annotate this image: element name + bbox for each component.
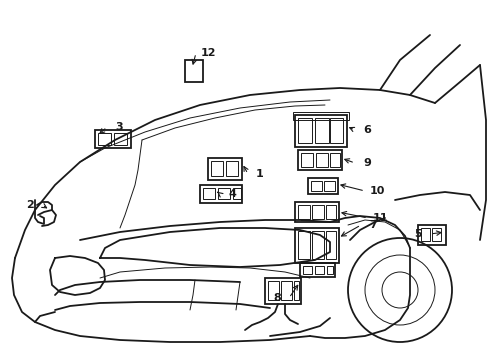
Bar bbox=[184, 60, 203, 82]
Text: 9: 9 bbox=[362, 158, 370, 168]
Bar bbox=[417, 225, 445, 245]
Bar bbox=[297, 150, 341, 170]
Bar bbox=[294, 202, 338, 222]
Bar bbox=[311, 231, 324, 259]
Bar bbox=[329, 153, 339, 167]
Bar bbox=[297, 118, 311, 143]
Bar bbox=[325, 231, 335, 259]
Bar bbox=[431, 228, 440, 241]
Bar bbox=[326, 266, 332, 274]
Bar bbox=[294, 228, 338, 263]
Text: 6: 6 bbox=[362, 125, 370, 135]
Bar bbox=[297, 231, 309, 259]
Bar bbox=[294, 115, 346, 147]
Bar bbox=[311, 205, 324, 219]
Bar bbox=[203, 188, 215, 199]
Text: 10: 10 bbox=[368, 186, 384, 196]
Bar bbox=[267, 281, 279, 300]
Bar bbox=[292, 112, 348, 120]
Bar bbox=[293, 281, 298, 300]
Text: 3: 3 bbox=[115, 122, 122, 132]
Text: 12: 12 bbox=[200, 48, 215, 58]
Bar bbox=[299, 263, 334, 277]
Bar bbox=[225, 161, 238, 176]
Bar bbox=[420, 228, 429, 241]
Text: 4: 4 bbox=[227, 189, 235, 199]
Bar bbox=[98, 133, 111, 145]
Bar bbox=[307, 178, 337, 194]
Bar bbox=[303, 266, 311, 274]
Text: 8: 8 bbox=[273, 293, 280, 303]
Bar bbox=[281, 281, 291, 300]
Bar bbox=[324, 181, 334, 191]
Bar bbox=[264, 278, 301, 304]
Bar bbox=[314, 266, 324, 274]
Bar bbox=[95, 130, 131, 148]
Bar bbox=[314, 118, 328, 143]
Bar bbox=[301, 153, 312, 167]
Text: 11: 11 bbox=[371, 213, 387, 223]
Bar bbox=[207, 158, 242, 180]
Bar bbox=[297, 205, 309, 219]
Bar bbox=[315, 153, 327, 167]
Bar bbox=[200, 185, 242, 203]
Text: 2: 2 bbox=[26, 200, 34, 210]
Text: 5: 5 bbox=[413, 229, 421, 239]
Bar bbox=[232, 188, 241, 199]
Bar bbox=[114, 133, 127, 145]
Text: 7: 7 bbox=[368, 220, 376, 230]
Bar bbox=[329, 118, 342, 143]
Bar bbox=[218, 188, 229, 199]
Bar bbox=[325, 205, 335, 219]
Bar bbox=[210, 161, 223, 176]
Text: 1: 1 bbox=[256, 169, 264, 179]
Bar bbox=[310, 181, 321, 191]
